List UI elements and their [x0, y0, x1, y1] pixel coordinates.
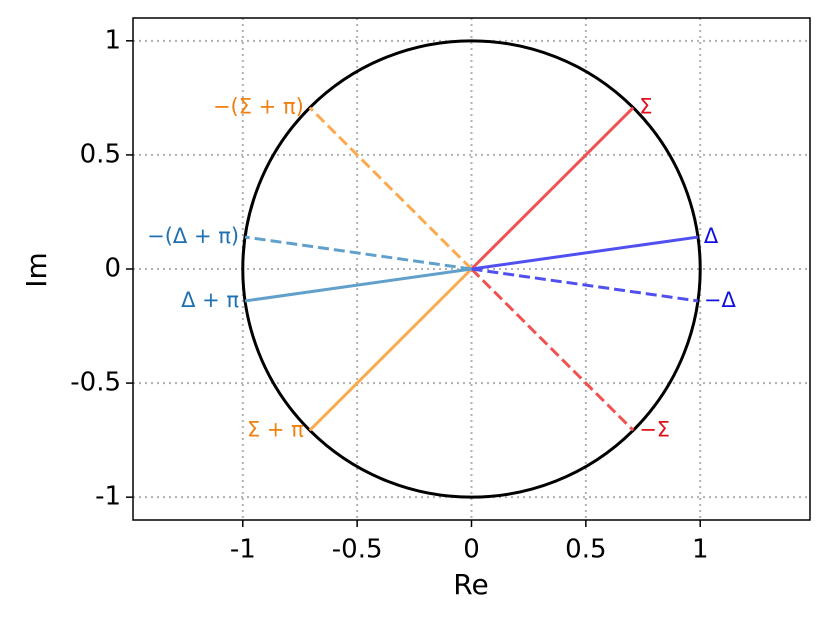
y-tick-label: 0.5 [80, 139, 121, 169]
x-tick-label: -0.5 [332, 535, 383, 565]
ray [244, 267, 472, 303]
y-tick-label: 1 [104, 25, 121, 55]
y-axis-label: Im [20, 252, 53, 288]
ray [244, 235, 472, 271]
ray [471, 267, 699, 303]
ray-label: Σ + π [247, 417, 304, 441]
y-tick-label: -0.5 [70, 368, 121, 398]
x-tick-label: -1 [230, 535, 256, 565]
x-tick-label: 0 [463, 535, 480, 565]
ray-label: −Σ [639, 417, 670, 441]
x-tick-label: 1 [692, 535, 709, 565]
ray [308, 106, 473, 271]
unit-circle [241, 39, 702, 499]
ray [471, 235, 699, 271]
ray [470, 106, 635, 271]
ray-label: −(Σ + π) [213, 95, 304, 119]
ray [308, 267, 473, 432]
x-axis-label: Re [453, 568, 488, 601]
ray-label: Σ [639, 95, 652, 119]
y-tick-label: -1 [95, 482, 121, 512]
ray-label: −(Δ + π) [147, 224, 239, 248]
ray-label: Δ [704, 224, 719, 248]
x-tick-label: 0.5 [565, 535, 606, 565]
ray [470, 267, 635, 432]
ray-label: −Δ [704, 288, 737, 312]
y-tick-label: 0 [104, 254, 121, 284]
plot-frame [132, 17, 811, 521]
ray-label: Δ + π [181, 288, 239, 312]
